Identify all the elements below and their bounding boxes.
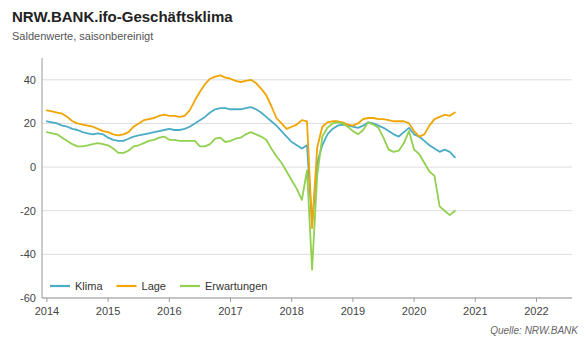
x-tick <box>414 298 415 302</box>
legend-item: Erwartungen <box>180 280 267 292</box>
grid-line <box>42 79 572 80</box>
grid-line <box>42 210 572 211</box>
x-tick-label: 2019 <box>341 305 365 317</box>
grid <box>42 80 572 298</box>
legend-label: Klima <box>75 280 103 292</box>
x-tick-label: 2014 <box>35 305 59 317</box>
axes: -60 -40 -20 0 20 40 2014 2015 2016 2017 2018 2019 20… <box>20 58 572 317</box>
x-tick <box>108 298 109 302</box>
legend-label: Lage <box>142 280 166 292</box>
subtitle: Saldenwerte, saisonbereinigt <box>12 30 153 42</box>
series-line <box>47 107 455 224</box>
legend-item: Lage <box>117 280 166 292</box>
grid-line <box>42 167 572 168</box>
y-tick-label: 0 <box>30 161 36 173</box>
x-tick-label: 2020 <box>402 305 426 317</box>
plot-area <box>47 75 455 269</box>
grid-line <box>42 254 572 255</box>
y-tick-label: -60 <box>20 292 36 304</box>
y-axis-line <box>42 58 43 298</box>
title: NRW.BANK.ifo-Geschäftsklima <box>12 8 233 25</box>
legend-label: Erwartungen <box>205 280 267 292</box>
y-tick-label: -40 <box>20 248 36 260</box>
grid-line <box>42 298 572 299</box>
x-tick-label: 2016 <box>157 305 181 317</box>
legend-swatch <box>180 285 200 287</box>
legend-swatch <box>50 285 70 287</box>
y-tick-label: -20 <box>20 205 36 217</box>
x-tick-label: 2021 <box>463 305 487 317</box>
x-axis-line <box>42 298 572 299</box>
x-tick <box>46 298 47 302</box>
x-tick-label: 2022 <box>524 305 548 317</box>
x-tick <box>230 298 231 302</box>
legend-swatch <box>117 285 137 287</box>
chart-container: NRW.BANK.ifo-Geschäftsklima Saldenwerte, … <box>0 0 586 340</box>
legend-item: Klima <box>50 280 103 292</box>
x-tick <box>475 298 476 302</box>
x-tick-label: 2018 <box>279 305 303 317</box>
source-note: Quelle: NRW.BANK <box>490 325 579 336</box>
x-tick <box>536 298 537 302</box>
legend: Klima Lage Erwartungen <box>50 280 267 292</box>
x-tick <box>352 298 353 302</box>
x-tick-label: 2015 <box>96 305 120 317</box>
x-tick <box>291 298 292 302</box>
y-tick-label: 40 <box>24 74 36 86</box>
x-tick-label: 2017 <box>218 305 242 317</box>
x-tick <box>169 298 170 302</box>
series-line <box>47 122 455 269</box>
chart-svg: NRW.BANK.ifo-Geschäftsklima Saldenwerte, … <box>0 0 586 340</box>
y-tick-label: 20 <box>24 117 36 129</box>
